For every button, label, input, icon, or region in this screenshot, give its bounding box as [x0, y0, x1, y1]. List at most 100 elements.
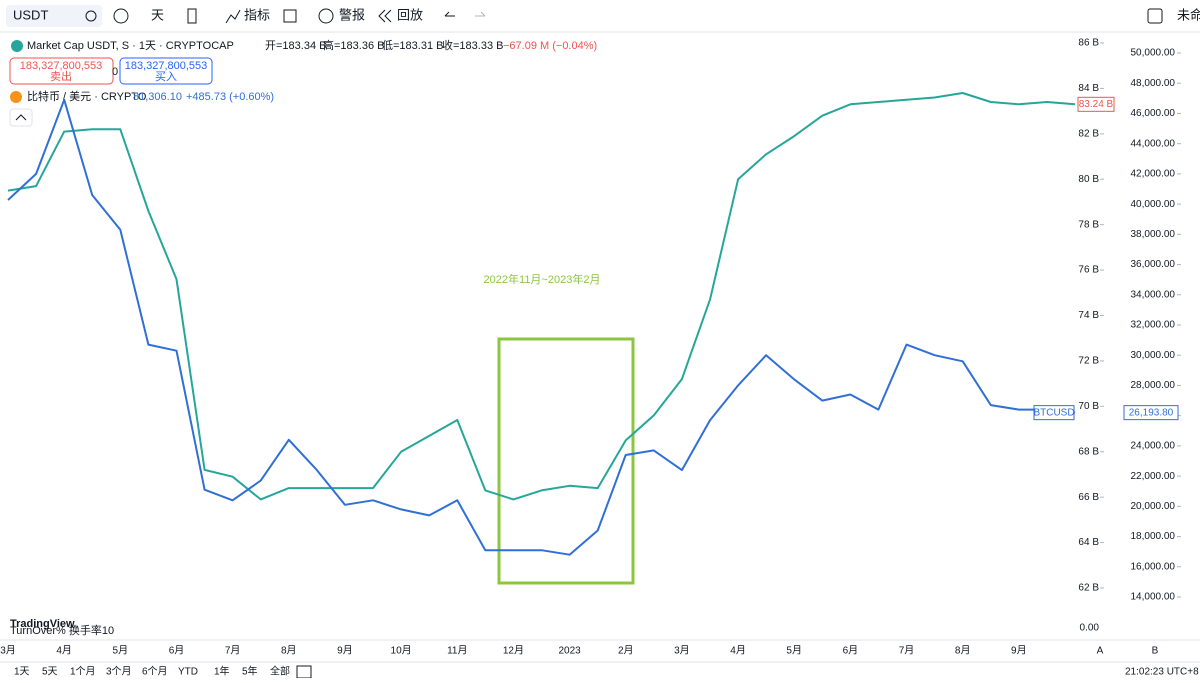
- alert-button[interactable]: 警报: [339, 7, 365, 22]
- interval[interactable]: 天: [151, 7, 164, 22]
- timeframe-button[interactable]: 6个月: [142, 666, 168, 678]
- y2-tick-label: 38,000.00: [1131, 229, 1176, 240]
- highlight-box: [497, 337, 635, 585]
- buy-button[interactable]: [119, 57, 213, 85]
- buy-label[interactable]: 买入: [155, 70, 177, 83]
- x-tick-label: 6月: [169, 645, 185, 657]
- x-tick-label: 2月: [618, 645, 634, 657]
- x-tick-label: 10月: [391, 645, 412, 657]
- timeframe-button[interactable]: YTD: [178, 667, 198, 678]
- y2-tick-label: 34,000.00: [1131, 289, 1176, 300]
- sell-button[interactable]: [9, 57, 114, 85]
- y-tick-label: 78 B: [1078, 219, 1099, 230]
- y-tick-label: 70 B: [1078, 401, 1099, 412]
- y-tick-label: 80 B: [1078, 174, 1099, 185]
- y2-tick-label: 36,000.00: [1131, 259, 1176, 270]
- symbol-logo: [11, 40, 23, 52]
- collapse-legend[interactable]: [9, 108, 33, 127]
- indicators-button[interactable]: 指标: [244, 7, 270, 22]
- y2-tick-label: 44,000.00: [1131, 138, 1176, 149]
- x-tick-label: 6月: [843, 645, 859, 657]
- layout-name[interactable]: 未命: [1177, 7, 1200, 22]
- series-name-badge: [1033, 405, 1075, 421]
- date-range-icon[interactable]: [296, 665, 312, 679]
- y-tick-label: 62 B: [1078, 583, 1099, 594]
- replay-button[interactable]: 回放: [397, 7, 423, 22]
- legend-change: −67.09 M (−0.04%): [503, 40, 597, 52]
- replay-icon: [378, 9, 392, 23]
- symbol[interactable]: USDT: [13, 7, 48, 22]
- series-name: BTCUSD: [1033, 407, 1074, 418]
- buy-price[interactable]: 183,327,800,553: [125, 60, 208, 72]
- undo[interactable]: [444, 11, 455, 17]
- symbol-box[interactable]: [6, 5, 102, 27]
- y2-tick-label: 42,000.00: [1131, 169, 1176, 180]
- alert-icon: [318, 8, 334, 24]
- x-tick-label: 7月: [225, 645, 241, 657]
- turnover-label: TurnOver% 换手率10: [10, 623, 114, 637]
- y-tick-label: 68 B: [1078, 446, 1099, 457]
- y-tick-label: 74 B: [1078, 310, 1099, 321]
- timeframe-button[interactable]: 1天: [14, 667, 30, 678]
- last-value-label: 83.24 B: [1079, 99, 1114, 110]
- compare-change: +485.73 (+0.60%): [186, 91, 274, 103]
- x-tick-label: 9月: [337, 645, 353, 657]
- x-tick-label: 3月: [674, 645, 690, 657]
- y-tick-label: 86 B: [1078, 38, 1099, 49]
- compare-title: 比特币 / 美元 · CRYPTO: [27, 89, 147, 103]
- compare-price: 81,306.10: [133, 91, 182, 103]
- x-tick-label: 5月: [113, 645, 129, 657]
- collapse-icon: [15, 114, 27, 121]
- y2-tick-label: 22,000.00: [1131, 471, 1176, 482]
- timeframe-button[interactable]: 3个月: [106, 666, 132, 678]
- annotation: 2022年11月~2023年2月: [484, 272, 601, 286]
- y2-tick-label: 30,000.00: [1131, 350, 1176, 361]
- legend-high: 高=183.36 B: [323, 38, 384, 52]
- x-tick-label: 5月: [786, 645, 802, 657]
- last-value-badge: [1123, 405, 1179, 421]
- chart-type-icon[interactable]: [187, 8, 197, 24]
- y2-tick-label: 46,000.00: [1131, 108, 1176, 119]
- timeframe-button[interactable]: 全部: [270, 665, 290, 678]
- layout-checkbox[interactable]: [1147, 8, 1163, 24]
- series-line: [7, 98, 1076, 556]
- y2-tick-label: 40,000.00: [1131, 199, 1176, 210]
- y2-tick-label: 24,000.00: [1131, 441, 1176, 452]
- timeframe-button[interactable]: 5天: [42, 667, 58, 678]
- redo[interactable]: [475, 11, 486, 17]
- x-tick-label: 2023: [558, 646, 581, 657]
- y2-tick-label: 32,000.00: [1131, 320, 1176, 331]
- sell-price[interactable]: 183,327,800,553: [20, 60, 103, 72]
- y2-tick-label: 14,000.00: [1131, 592, 1176, 603]
- timeframe-button[interactable]: 5年: [242, 665, 258, 678]
- series-line: [7, 92, 1076, 501]
- last-value-badge: [1077, 96, 1115, 112]
- x-tick-label: 3月: [0, 645, 16, 657]
- y-tick-label: 76 B: [1078, 265, 1099, 276]
- y2-tick-label: 20,000.00: [1131, 501, 1176, 512]
- y2-tick-label: 48,000.00: [1131, 78, 1176, 89]
- x-tick-label: 9月: [1011, 645, 1027, 657]
- x-tick-label: 8月: [281, 645, 297, 657]
- y-tick-label: 72 B: [1078, 356, 1099, 367]
- timeframe-button[interactable]: 1个月: [70, 666, 96, 678]
- sell-label[interactable]: 卖出: [50, 69, 72, 83]
- y-tick-label: 82 B: [1078, 128, 1099, 139]
- legend-open: 开=183.34 B: [265, 40, 326, 52]
- legend-close: 收=183.33 B: [442, 38, 503, 52]
- y-tick-label: 84 B: [1078, 83, 1099, 94]
- layout-icon[interactable]: [283, 9, 297, 23]
- timeframe-button[interactable]: 1年: [214, 665, 230, 678]
- x-tick-label: 8月: [955, 645, 971, 657]
- indicator-icon: [225, 9, 241, 24]
- btc-logo: [10, 91, 22, 103]
- legend-low: 低=183.31 B: [382, 39, 443, 52]
- add-symbol[interactable]: [113, 8, 129, 24]
- y-tick-label: 66 B: [1078, 492, 1099, 503]
- auto-scale[interactable]: A: [1097, 646, 1104, 657]
- y2-tick-label: 50,000.00: [1131, 48, 1176, 59]
- x-tick-label: 11月: [447, 645, 467, 657]
- y2-tick-label: 18,000.00: [1131, 531, 1176, 542]
- scale-b[interactable]: B: [1152, 646, 1159, 657]
